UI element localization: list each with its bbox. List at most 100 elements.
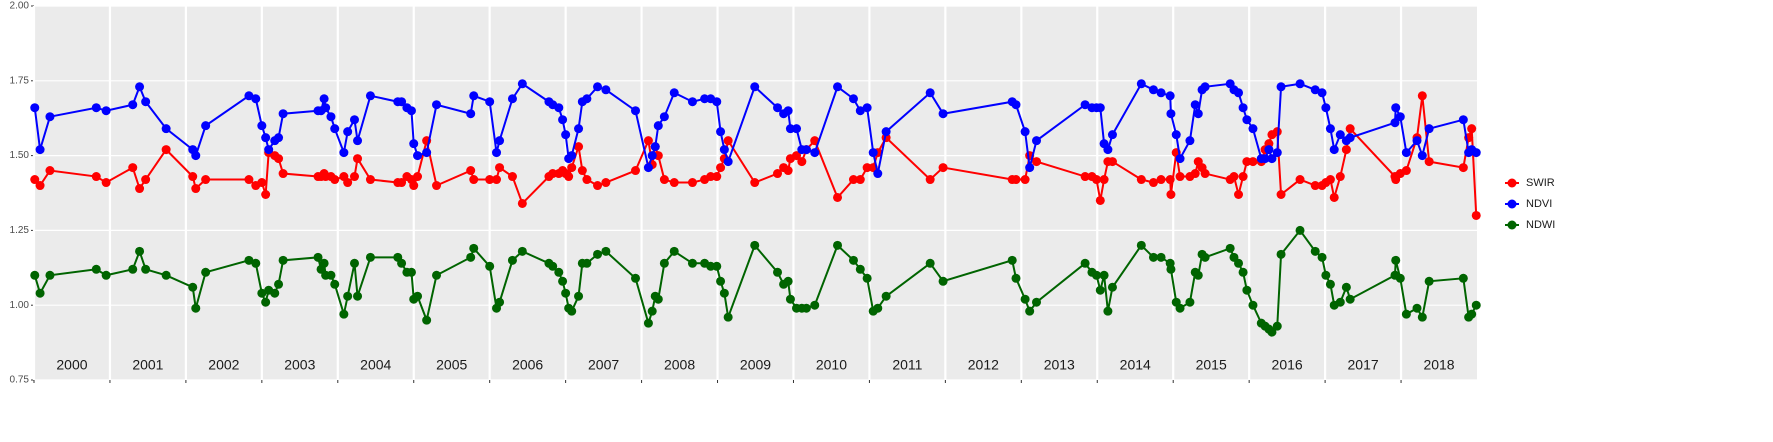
data-point xyxy=(577,166,587,176)
data-point xyxy=(810,300,820,310)
data-point xyxy=(1417,151,1427,161)
data-point xyxy=(669,246,679,256)
data-point xyxy=(244,175,254,185)
data-point xyxy=(135,184,145,194)
data-point xyxy=(1225,243,1235,253)
y-tick-label: 1.00 xyxy=(10,300,30,311)
data-point xyxy=(1025,306,1035,316)
year-label: 2006 xyxy=(512,357,543,373)
data-point xyxy=(1295,175,1305,185)
data-point xyxy=(1148,85,1158,95)
data-point xyxy=(1099,175,1109,185)
data-point xyxy=(723,157,733,167)
data-point xyxy=(141,175,151,185)
data-point xyxy=(647,151,657,161)
data-point xyxy=(1310,85,1320,95)
data-point xyxy=(1295,79,1305,89)
data-point xyxy=(45,166,55,176)
data-point xyxy=(1345,133,1355,143)
data-point xyxy=(1325,175,1335,185)
data-point xyxy=(313,252,323,262)
data-point xyxy=(161,124,171,134)
data-point xyxy=(274,133,284,143)
data-point xyxy=(1011,273,1021,283)
data-point xyxy=(659,258,669,268)
data-point xyxy=(191,184,201,194)
data-point xyxy=(561,130,571,140)
data-point xyxy=(593,82,603,92)
data-point xyxy=(1345,294,1355,304)
data-point xyxy=(1317,252,1327,262)
data-point xyxy=(261,297,271,307)
data-point xyxy=(201,267,211,277)
year-label: 2000 xyxy=(56,357,87,373)
data-point xyxy=(101,178,111,188)
data-point xyxy=(413,291,423,301)
data-point xyxy=(507,172,517,182)
data-point xyxy=(191,151,201,161)
data-point xyxy=(792,151,802,161)
data-point xyxy=(1335,172,1345,182)
data-point xyxy=(466,109,476,119)
data-point xyxy=(1095,285,1105,295)
data-point xyxy=(647,306,657,316)
data-point xyxy=(35,145,45,155)
data-point xyxy=(1136,79,1146,89)
data-point xyxy=(1156,252,1166,262)
data-point xyxy=(687,258,697,268)
legend-marker xyxy=(1507,220,1517,230)
data-point xyxy=(558,115,568,125)
data-point xyxy=(517,246,527,256)
data-point xyxy=(712,97,722,107)
data-point xyxy=(349,115,359,125)
data-point xyxy=(723,136,733,146)
data-point xyxy=(1032,297,1042,307)
data-point xyxy=(643,163,653,173)
data-point xyxy=(1007,255,1017,265)
data-point xyxy=(810,136,820,146)
data-point xyxy=(1165,175,1175,185)
data-point xyxy=(1345,124,1355,134)
data-point xyxy=(1032,136,1042,146)
data-point xyxy=(687,178,697,188)
data-point xyxy=(339,309,349,319)
data-point xyxy=(330,279,340,289)
data-point xyxy=(561,288,571,298)
data-point xyxy=(1471,148,1481,158)
data-point xyxy=(257,178,267,188)
legend-label: NDVI xyxy=(1526,198,1552,210)
data-point xyxy=(1321,270,1331,280)
data-point xyxy=(601,246,611,256)
data-point xyxy=(1190,100,1200,110)
data-point xyxy=(422,315,432,325)
data-point xyxy=(1317,88,1327,98)
data-point xyxy=(783,106,793,116)
data-point xyxy=(1185,297,1195,307)
data-point xyxy=(1020,175,1030,185)
data-point xyxy=(1175,172,1185,182)
data-point xyxy=(1200,82,1210,92)
data-point xyxy=(1185,136,1195,146)
data-point xyxy=(1248,300,1258,310)
data-point xyxy=(719,145,729,155)
data-point xyxy=(35,181,45,191)
data-point xyxy=(413,151,423,161)
data-point xyxy=(1325,124,1335,134)
year-label: 2013 xyxy=(1044,357,1075,373)
data-point xyxy=(1424,157,1434,167)
data-point xyxy=(30,175,40,185)
data-point xyxy=(492,148,502,158)
data-point xyxy=(1458,163,1468,173)
data-point xyxy=(862,103,872,113)
data-point xyxy=(1166,189,1176,199)
data-point xyxy=(339,148,349,158)
data-point xyxy=(495,136,505,146)
data-point xyxy=(343,178,353,188)
legend-marker xyxy=(1507,178,1517,188)
data-point xyxy=(773,103,783,113)
year-label: 2001 xyxy=(132,357,163,373)
data-point xyxy=(881,291,891,301)
data-point xyxy=(128,163,138,173)
data-point xyxy=(1401,166,1411,176)
